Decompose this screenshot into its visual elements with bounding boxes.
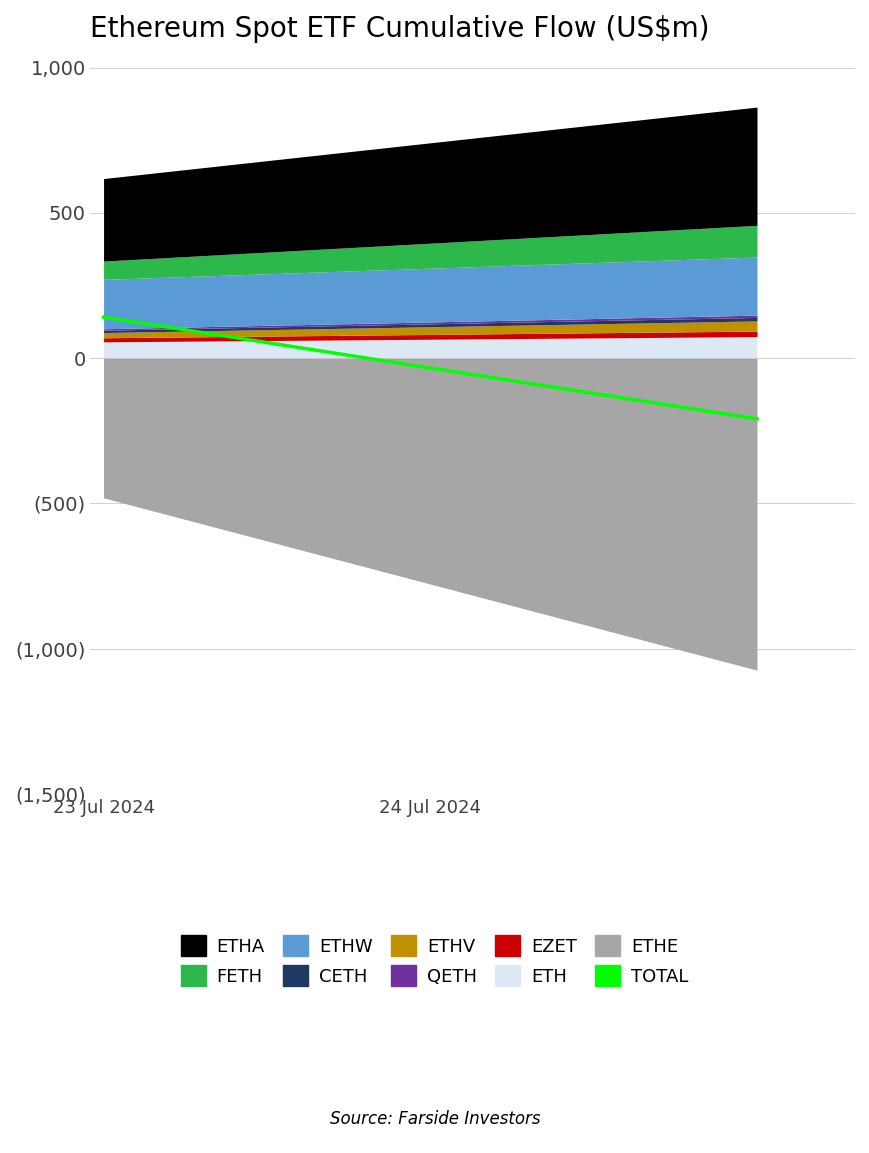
Text: Ethereum Spot ETF Cumulative Flow (US$m): Ethereum Spot ETF Cumulative Flow (US$m) xyxy=(90,15,709,43)
Legend: ETHA, FETH, ETHW, CETH, ETHV, QETH, EZET, ETH, ETHE, TOTAL: ETHA, FETH, ETHW, CETH, ETHV, QETH, EZET… xyxy=(171,927,697,995)
Text: Source: Farside Investors: Source: Farside Investors xyxy=(329,1110,540,1128)
